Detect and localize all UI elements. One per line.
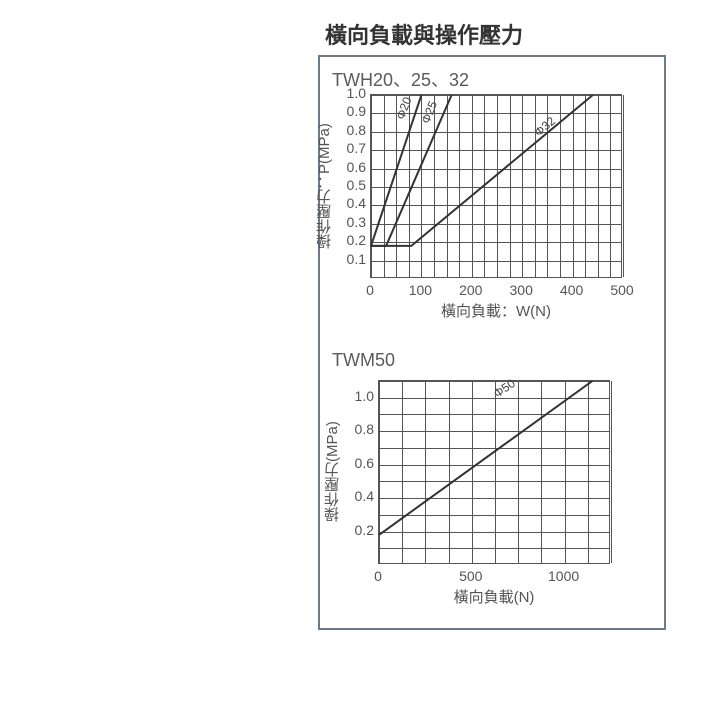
chart-twm-title: TWM50 <box>332 350 395 371</box>
chart-twm-ytick: 0.4 <box>340 488 374 504</box>
chart-twh-series-svg <box>371 95 623 279</box>
chart-twh-ytick: 0.1 <box>332 251 366 267</box>
chart-twh-ytick: 0.3 <box>332 214 366 230</box>
chart-twm-plot <box>378 380 610 564</box>
chart-twm-ytick: 0.2 <box>340 522 374 538</box>
chart-twm-xtick: 1000 <box>539 568 589 584</box>
gridline-v <box>623 95 624 277</box>
chart-twh-xtick: 200 <box>446 282 496 298</box>
chart-twh-plot <box>370 94 622 278</box>
chart-twh-xtick: 400 <box>547 282 597 298</box>
gridline-v <box>611 381 612 563</box>
chart-twm-ylabel: 操作壓力(MPa) <box>322 380 343 564</box>
chart-twm-series-svg <box>379 381 611 565</box>
chart-twh-ylabel: 操作壓力：P(MPa) <box>314 94 335 278</box>
chart-twh-ytick: 0.8 <box>332 122 366 138</box>
chart-twm-ytick: 1.0 <box>340 388 374 404</box>
chart-twh-ytick: 0.2 <box>332 232 366 248</box>
chart-twm-ytick: 0.6 <box>340 455 374 471</box>
chart-twh-xtick: 0 <box>345 282 395 298</box>
chart-twh-ytick: 0.7 <box>332 140 366 156</box>
chart-twh-ytick: 0.6 <box>332 159 366 175</box>
chart-twh-xtick: 300 <box>496 282 546 298</box>
chart-twh-ytick: 0.5 <box>332 177 366 193</box>
chart-twh-xtick: 500 <box>597 282 647 298</box>
main-title: 橫向負載與操作壓力 <box>325 18 523 50</box>
chart-twm-series-Φ50 <box>379 381 592 535</box>
chart-twm-xtick: 0 <box>353 568 403 584</box>
chart-twh-ytick: 0.4 <box>332 195 366 211</box>
chart-twm-xtick: 500 <box>446 568 496 584</box>
chart-twh-ytick: 0.9 <box>332 103 366 119</box>
chart-twh-xlabel: 橫向負載：W(N) <box>370 300 622 321</box>
chart-twm-ytick: 0.8 <box>340 421 374 437</box>
chart-twh-ytick: 1.0 <box>332 85 366 101</box>
chart-twm-xlabel: 橫向負載(N) <box>378 586 610 607</box>
chart-twh-xtick: 100 <box>395 282 445 298</box>
